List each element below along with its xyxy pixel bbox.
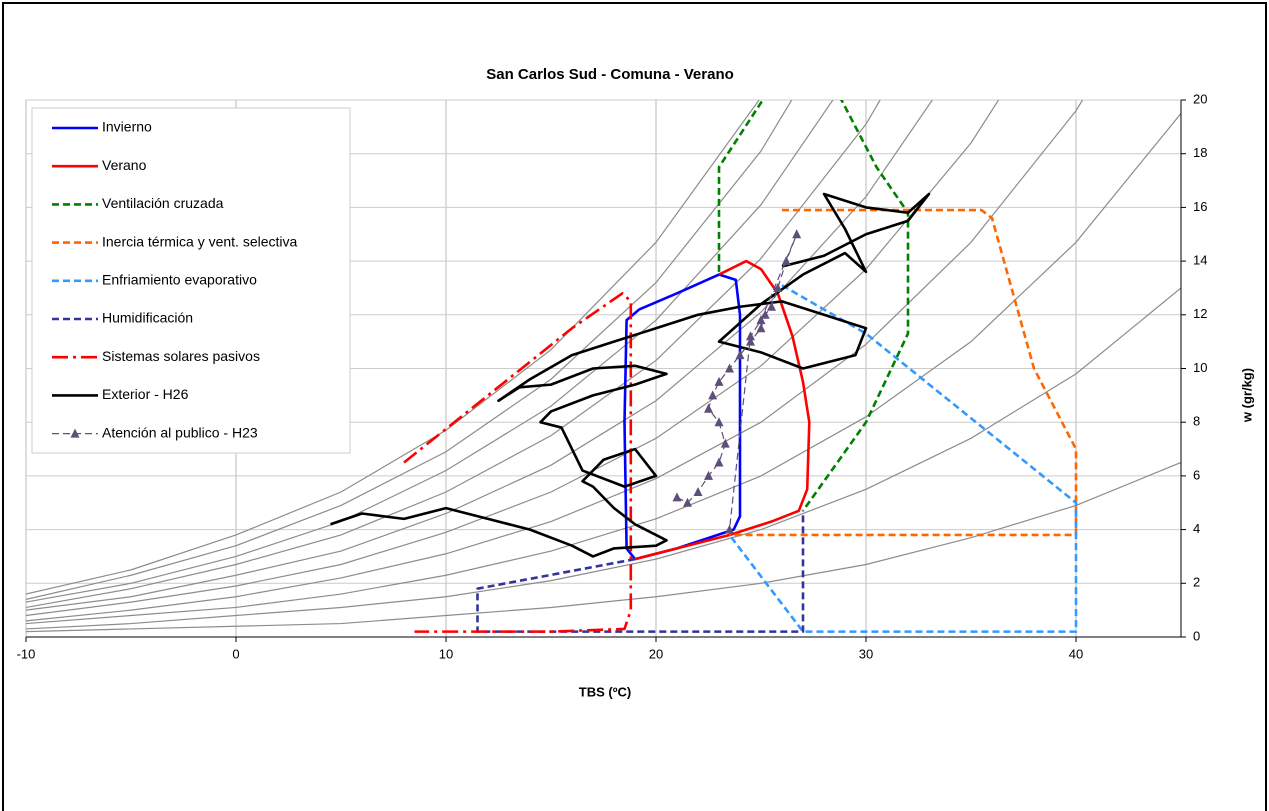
rh-curve: [26, 100, 760, 595]
chart-title: San Carlos Sud - Comuna - Verano: [486, 66, 734, 83]
rh-curve: [26, 100, 793, 600]
legend-label: Inercia térmica y vent. selectiva: [102, 233, 298, 249]
y-axis-label: w (gr/kg): [1239, 368, 1254, 423]
rh-curve: [26, 287, 1181, 630]
legend-label: Enfriamiento evaporativo: [102, 272, 257, 288]
rh-curves: [26, 100, 1181, 633]
marker: [704, 403, 713, 413]
rh-curve: [26, 100, 934, 611]
marker: [714, 376, 724, 386]
legend-label: Invierno: [102, 119, 152, 135]
x-tick-label: 20: [649, 646, 663, 661]
y-tick-label: 14: [1193, 253, 1207, 268]
x-tick-label: 10: [439, 646, 453, 661]
marker: [683, 497, 692, 507]
legend: Invierno Verano Ventilación cruzada Inercia…: [31, 107, 351, 454]
marker: [746, 331, 755, 341]
marker: [720, 438, 730, 448]
legend-label: Sistemas solares pasivos: [102, 348, 260, 364]
marker: [767, 301, 776, 311]
marker: [693, 487, 703, 497]
marker: [735, 350, 745, 360]
marker: [672, 492, 682, 502]
x-tick-label: -10: [17, 646, 36, 661]
series-line: [676, 233, 798, 530]
marker: [773, 282, 783, 292]
y-tick-label: 16: [1193, 199, 1207, 214]
marker: [714, 417, 724, 427]
marker: [760, 309, 770, 319]
y-tick-label: 8: [1193, 414, 1200, 429]
marker: [746, 336, 755, 346]
marker: [756, 315, 766, 325]
axes: -10 0 10 20 30 40 0 2 4 6 8 10 12 14 16 18 20: [17, 91, 1208, 661]
series-line: [717, 100, 910, 512]
y-tick-label: 18: [1193, 145, 1207, 160]
legend-label: Ventilación cruzada: [102, 195, 224, 211]
y-tick-label: 6: [1193, 467, 1200, 482]
series-line: [729, 208, 1078, 537]
rh-curve: [26, 100, 834, 603]
marker: [714, 457, 724, 467]
legend-marker: [70, 428, 80, 438]
marker: [708, 390, 718, 400]
rh-curve: [26, 100, 1084, 622]
rh-curve: [26, 100, 1000, 617]
series-line: [728, 284, 1078, 633]
rh-curve: [26, 461, 1181, 633]
rh-curve: [26, 113, 1181, 625]
legend-label: Verano: [102, 157, 147, 173]
y-tick-label: 20: [1193, 91, 1207, 106]
y-tick-label: 0: [1193, 628, 1200, 643]
x-tick-label: 30: [859, 646, 873, 661]
marker: [781, 256, 791, 266]
rh-curve: [26, 100, 881, 609]
y-tick-label: 4: [1193, 521, 1200, 536]
series-line: [330, 192, 931, 558]
marker: [725, 363, 734, 373]
x-tick-label: 0: [232, 646, 239, 661]
x-tick-label: 40: [1069, 646, 1083, 661]
y-tick-label: 2: [1193, 575, 1200, 590]
series-lines: [330, 100, 1078, 633]
marker: [792, 229, 802, 239]
marker: [704, 470, 713, 480]
grid: [25, 99, 1181, 638]
legend-label: Humidificación: [102, 310, 193, 326]
x-axis-label: TBS (ºC): [579, 684, 631, 699]
legend-label: Exterior - H26: [102, 386, 189, 402]
marker: [725, 524, 734, 534]
legend-label: Atención al publico - H23: [102, 424, 258, 440]
y-tick-label: 12: [1193, 306, 1207, 321]
marker: [756, 323, 766, 333]
y-tick-label: 10: [1193, 360, 1207, 375]
